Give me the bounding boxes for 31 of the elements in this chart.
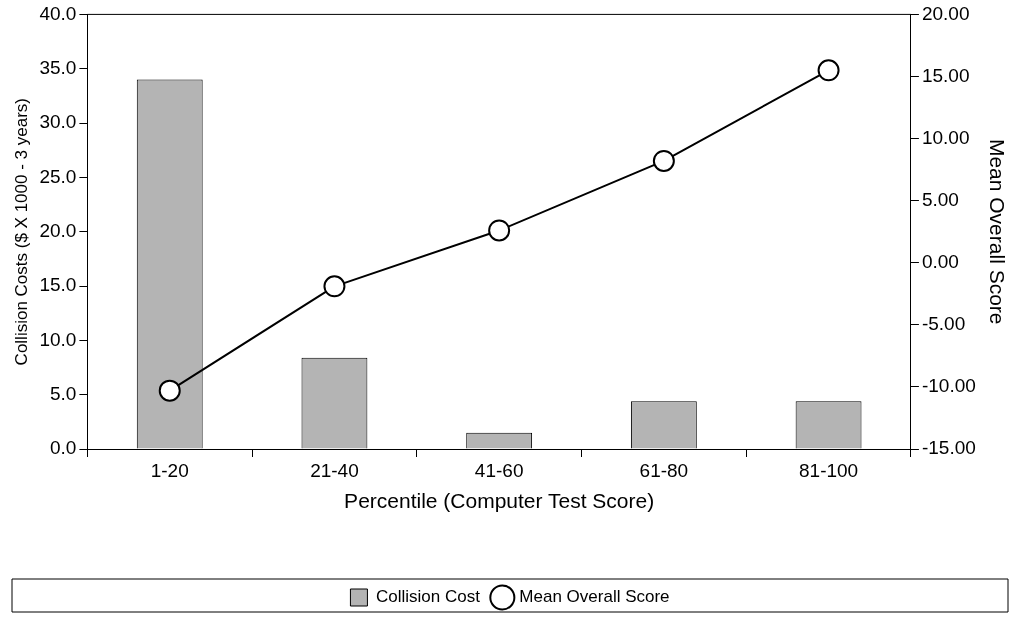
y-tick-label: 20.0 [39, 219, 77, 241]
y-tick-label: 5.0 [49, 382, 77, 404]
y2-tick-label: -5.00 [921, 313, 966, 335]
y2-axis-title: Mean Overall Score [985, 138, 1009, 325]
point [158, 379, 181, 402]
x-tick-label: 81-100 [798, 459, 859, 481]
y2-tick-label: 15.00 [921, 64, 970, 86]
y-tick-label: 35.0 [39, 56, 77, 78]
y-tick-label: 30.0 [39, 111, 77, 133]
legend-label: Mean Overall Score [519, 587, 670, 607]
y2-tick-label: 10.00 [921, 126, 970, 148]
y2-tick-label: -15.00 [921, 437, 976, 459]
y2-tick-label: 0.00 [921, 250, 959, 272]
legend-label: Collision Cost [375, 587, 481, 607]
point [652, 149, 675, 172]
y2-tick-label: -10.00 [921, 375, 976, 397]
y-tick-label: 25.0 [39, 165, 77, 187]
x-tick-label: 1-20 [150, 459, 189, 481]
y2-tick-label: 5.00 [921, 188, 959, 210]
y-tick-label: 40.0 [39, 2, 77, 24]
x-tick-label: 21-40 [310, 459, 359, 481]
point [488, 219, 511, 242]
x-tick-label: 61-80 [639, 459, 689, 481]
y-tick-label: 15.0 [39, 274, 77, 296]
y-tick-label: 0.0 [49, 437, 77, 459]
y-tick-label: 10.0 [39, 328, 77, 350]
point [323, 275, 346, 298]
x-tick-label: 41-60 [474, 459, 524, 481]
y-axis-title: Collision Costs ($ X 1000 - 3 years) [11, 98, 31, 366]
x-axis-title: Percentile (Computer Test Score) [344, 489, 655, 513]
y2-tick-label: 20.00 [921, 2, 970, 24]
